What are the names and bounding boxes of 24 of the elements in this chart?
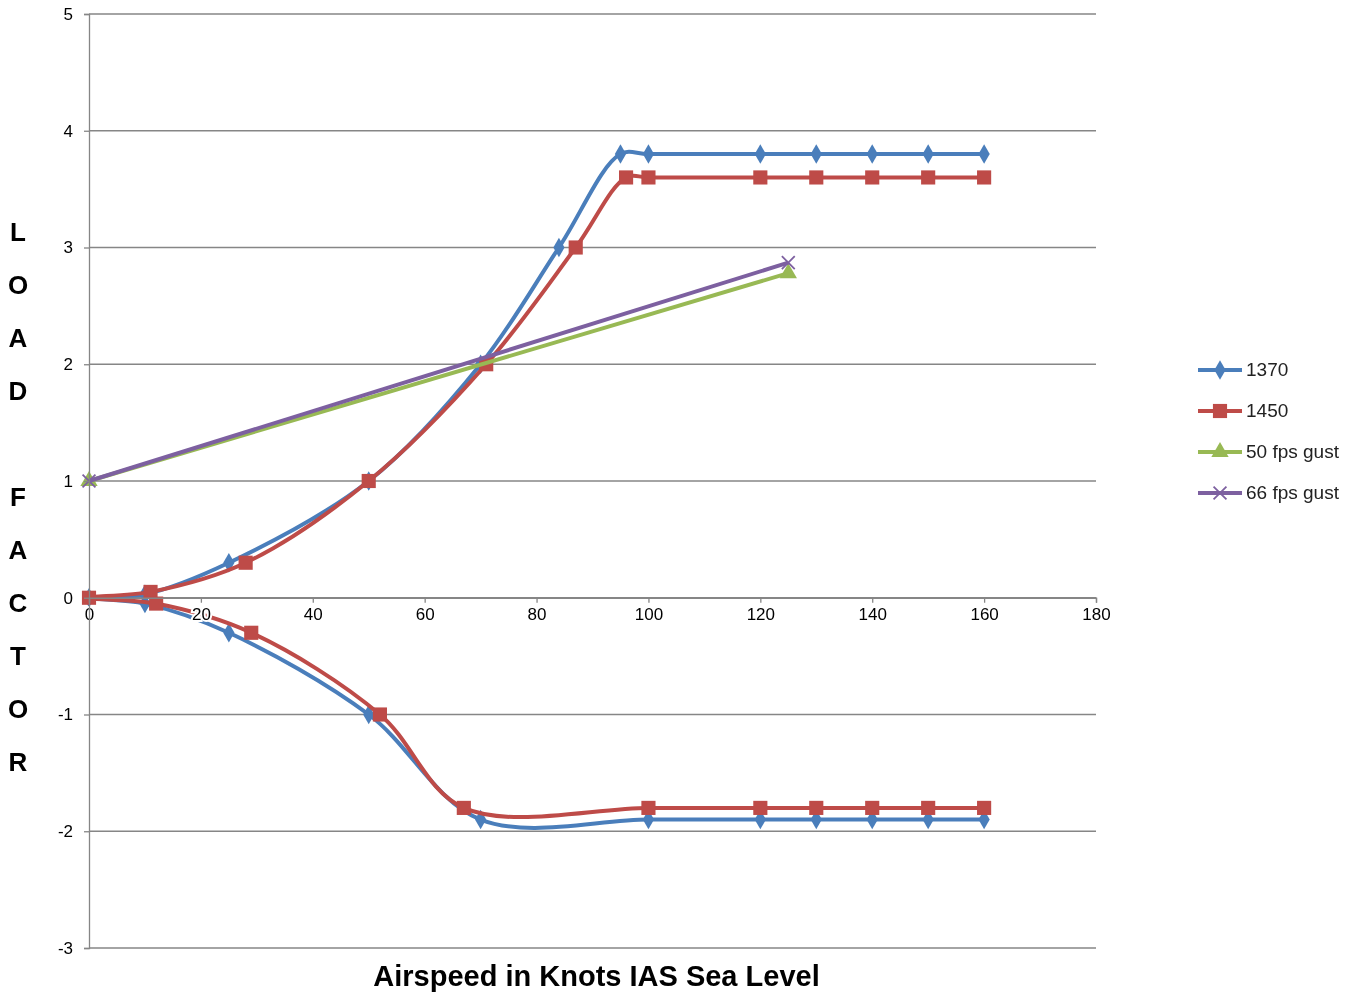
legend-label: 1370 (1246, 359, 1289, 380)
x-tick-label: 120 (746, 604, 776, 624)
y-axis-title: LOAD FACTOR (3, 217, 33, 800)
legend-label: 50 fps gust (1246, 441, 1340, 462)
x-tick-label: 140 (858, 604, 887, 624)
x-tick-label: 180 (1082, 604, 1111, 624)
y-tick-label: -1 (57, 705, 73, 725)
x-tick-label: 80 (527, 604, 547, 624)
y-tick-label: -2 (57, 822, 73, 842)
x-tick-label: 60 (415, 604, 435, 624)
y-tick-label: 4 (63, 121, 73, 141)
x-tick-label: 100 (634, 604, 664, 624)
y-tick-label: 3 (63, 238, 73, 258)
y-tick-label: -3 (57, 938, 73, 958)
legend-label: 1450 (1246, 400, 1289, 421)
x-tick-label: 20 (191, 604, 211, 624)
x-tick-label: 160 (970, 604, 999, 624)
y-tick-label: 2 (63, 355, 73, 375)
x-axis-title: Airspeed in Knots IAS Sea Level (373, 960, 820, 992)
x-tick-label: 40 (303, 604, 323, 624)
y-tick-label: 1 (63, 471, 73, 491)
y-tick-label: 0 (63, 588, 73, 608)
legend-label: 66 fps gust (1246, 482, 1340, 503)
y-tick-label: 5 (63, 4, 73, 24)
